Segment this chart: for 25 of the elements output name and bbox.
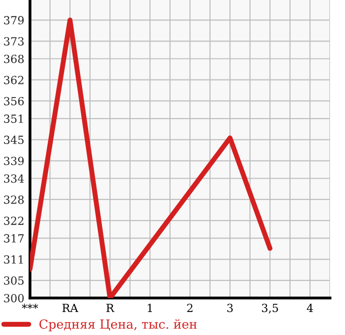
x-tick-label: 3,5 (262, 304, 278, 314)
y-tick-label: 368 (4, 54, 24, 64)
x-tick-label: 4 (306, 304, 313, 312)
y-tick-label: 300 (4, 294, 24, 302)
y-tick-label: 322 (4, 216, 24, 225)
y-tick-label: 339 (4, 156, 24, 166)
x-tick-label: R (106, 304, 114, 312)
y-tick-label: 345 (4, 136, 24, 144)
x-tick-label: *** (22, 304, 38, 309)
y-tick-label: 351 (4, 114, 23, 123)
y-tick-label: 356 (4, 96, 24, 106)
x-tick-label: RA (62, 304, 78, 312)
y-tick-label: 328 (4, 195, 24, 204)
x-tick-label: 3 (227, 304, 233, 312)
line-series (30, 18, 272, 298)
y-tick-label: 305 (4, 276, 24, 285)
y-tick-label: 379 (4, 16, 24, 24)
y-tick-label: 362 (4, 76, 24, 84)
x-tick-label: 2 (187, 304, 192, 312)
y-tick-label: 373 (4, 37, 24, 46)
y-tick-label: 317 (4, 234, 24, 243)
legend-label: Средняя Цена, тыс. йен (39, 319, 197, 332)
y-tick-label: 311 (4, 255, 23, 264)
y-tick-label: 334 (4, 174, 24, 183)
x-tick-label: 1 (148, 304, 152, 312)
